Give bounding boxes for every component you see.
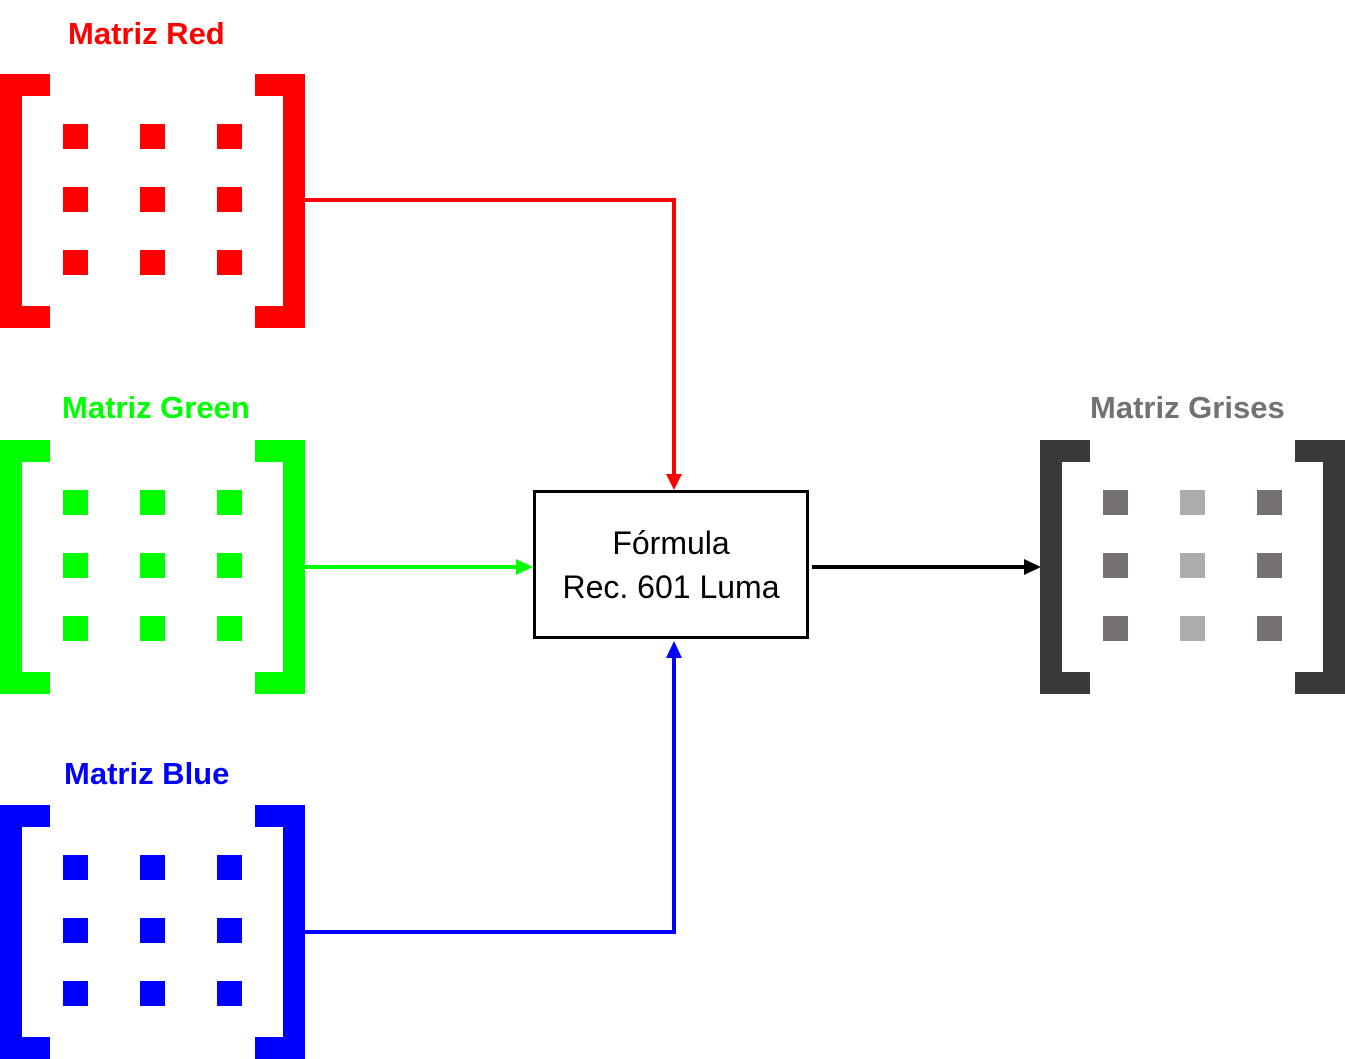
- blue-matrix-cell: [63, 981, 88, 1006]
- blue-bracket-left-bar: [0, 805, 22, 1059]
- blue-connector-arrow: [305, 652, 676, 934]
- blue-arrowhead: [666, 641, 682, 658]
- gray-bracket-right-top: [1295, 440, 1345, 462]
- gray-bracket-left-bottom: [1040, 672, 1090, 694]
- matrix-gray: [1040, 440, 1345, 694]
- red-arrowhead: [666, 474, 682, 490]
- gray-bracket-left-bar: [1040, 440, 1062, 694]
- matrix-blue-title: Matriz Blue: [64, 756, 230, 791]
- red-bracket-right-top: [255, 74, 305, 96]
- red-bracket-left-top: [0, 74, 50, 96]
- green-bracket-right-top: [255, 440, 305, 462]
- blue-matrix-cell: [140, 981, 165, 1006]
- green-bracket-right-bar: [283, 440, 305, 694]
- gray-bracket-right-bottom: [1295, 672, 1345, 694]
- blue-bracket-right-top: [255, 805, 305, 827]
- blue-matrix-cell: [217, 981, 242, 1006]
- formula-line2: Rec. 601 Luma: [562, 568, 780, 605]
- matrix-red-title: Matriz Red: [68, 16, 225, 51]
- formula-line1: Fórmula: [612, 524, 730, 561]
- green-matrix-cell: [140, 490, 165, 515]
- red-bracket-left-bottom: [0, 306, 50, 328]
- green-matrix-cell: [217, 616, 242, 641]
- blue-matrix-cell: [63, 855, 88, 880]
- green-arrowhead: [516, 559, 533, 575]
- gray-matrix-cell: [1180, 616, 1205, 641]
- red-matrix-cell: [140, 187, 165, 212]
- matrix-green: [0, 440, 305, 694]
- blue-bracket-left-bottom: [0, 1037, 50, 1059]
- green-matrix-cell: [63, 616, 88, 641]
- blue-bracket-left-top: [0, 805, 50, 827]
- blue-matrix-cell: [217, 855, 242, 880]
- green-bracket-left-bar: [0, 440, 22, 694]
- gray-matrix-cell: [1103, 490, 1128, 515]
- red-matrix-cell: [63, 124, 88, 149]
- gray-matrix-cell: [1180, 490, 1205, 515]
- gray-bracket-left-top: [1040, 440, 1090, 462]
- red-matrix-cell: [63, 187, 88, 212]
- green-matrix-cell: [63, 490, 88, 515]
- red-bracket-left-bar: [0, 74, 22, 328]
- formula-box: Fórmula Rec. 601 Luma: [533, 490, 809, 639]
- gray-matrix-cell: [1257, 553, 1282, 578]
- gray-matrix-cell: [1103, 553, 1128, 578]
- green-matrix-cell: [140, 616, 165, 641]
- gray-matrix-cell: [1180, 553, 1205, 578]
- gray-matrix-cell: [1257, 490, 1282, 515]
- red-bracket-right-bar: [283, 74, 305, 328]
- red-bracket-right-bottom: [255, 306, 305, 328]
- matrix-blue: [0, 805, 305, 1059]
- red-connector-arrow: [305, 198, 676, 480]
- blue-matrix-cell: [140, 855, 165, 880]
- gray-matrix-cell: [1257, 616, 1282, 641]
- blue-bracket-right-bottom: [255, 1037, 305, 1059]
- red-matrix-cell: [217, 124, 242, 149]
- blue-matrix-cell: [63, 918, 88, 943]
- blue-matrix-cell: [217, 918, 242, 943]
- green-matrix-cell: [217, 490, 242, 515]
- green-bracket-right-bottom: [255, 672, 305, 694]
- red-matrix-cell: [217, 187, 242, 212]
- red-matrix-cell: [140, 124, 165, 149]
- output-arrowhead: [1024, 559, 1041, 575]
- red-matrix-cell: [140, 250, 165, 275]
- matrix-gray-title: Matriz Grises: [1090, 390, 1285, 425]
- green-matrix-cell: [63, 553, 88, 578]
- gray-bracket-right-bar: [1323, 440, 1345, 694]
- matrix-red: [0, 74, 305, 328]
- green-bracket-left-top: [0, 440, 50, 462]
- red-matrix-cell: [217, 250, 242, 275]
- green-bracket-left-bottom: [0, 672, 50, 694]
- green-matrix-cell: [140, 553, 165, 578]
- red-matrix-cell: [63, 250, 88, 275]
- green-matrix-cell: [217, 553, 242, 578]
- blue-matrix-cell: [140, 918, 165, 943]
- gray-matrix-cell: [1103, 616, 1128, 641]
- blue-bracket-right-bar: [283, 805, 305, 1059]
- matrix-green-title: Matriz Green: [62, 390, 250, 425]
